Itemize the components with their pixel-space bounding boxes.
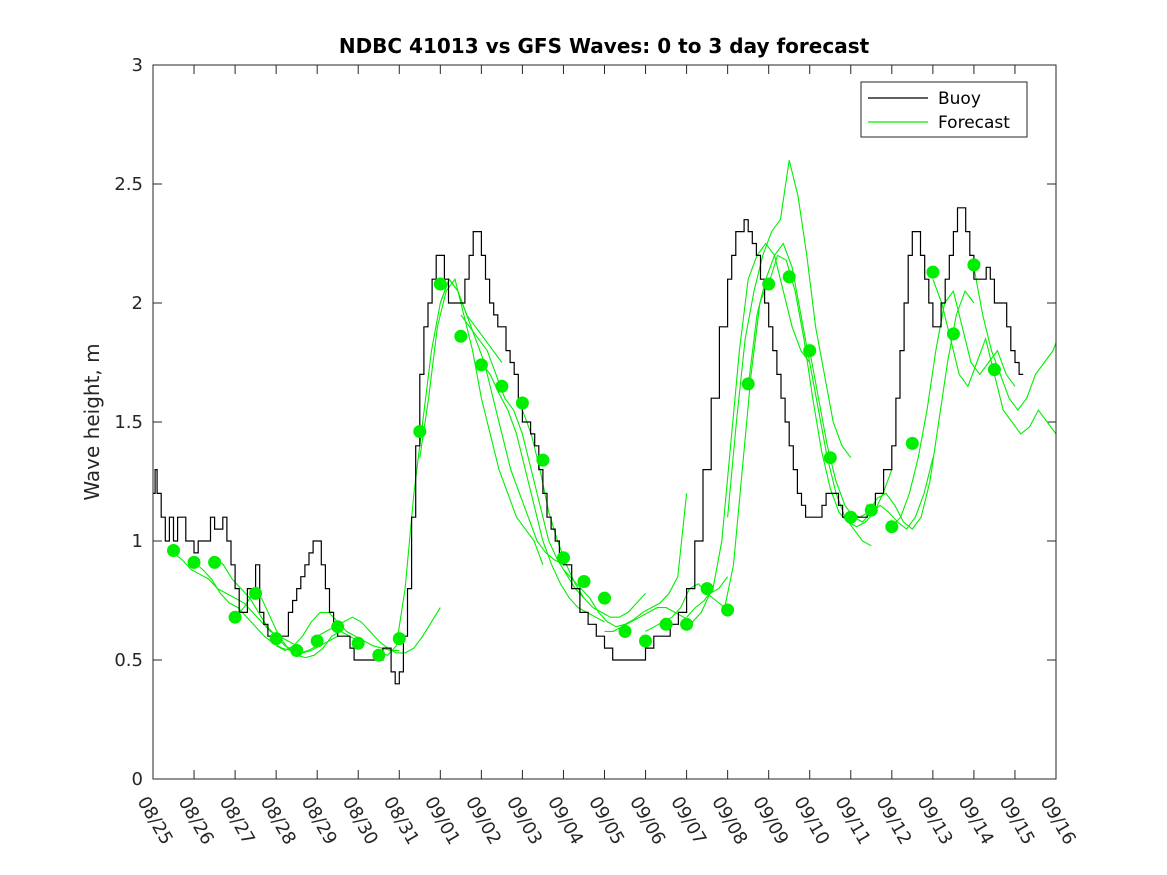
forecast-marker	[864, 503, 878, 517]
forecast-marker	[987, 363, 1001, 377]
y-tick-label: 3	[132, 55, 143, 76]
forecast-marker	[577, 575, 591, 588]
forecast-marker	[598, 591, 611, 605]
y-tick-label: 2.5	[114, 174, 143, 195]
forecast-marker	[844, 510, 858, 524]
y-tick-label: 0.5	[114, 650, 143, 671]
forecast-run-line	[419, 277, 544, 565]
forecast-marker	[290, 644, 304, 657]
forecast-marker	[249, 586, 263, 600]
forecast-marker	[557, 551, 570, 565]
forecast-marker	[208, 555, 222, 569]
forecast-marker	[618, 624, 632, 638]
forecast-marker	[454, 329, 468, 343]
forecast-marker	[741, 377, 755, 391]
forecast-run-line	[727, 160, 852, 518]
forecast-marker	[823, 451, 837, 465]
forecast-marker	[639, 634, 652, 648]
plot-area	[153, 65, 1056, 779]
forecast-marker	[905, 436, 919, 450]
forecast-run-line	[563, 493, 688, 628]
forecast-run-line	[686, 242, 811, 618]
y-tick-label: 1	[132, 531, 143, 552]
forecast-markers	[167, 258, 1001, 662]
forecast-marker	[269, 632, 283, 646]
forecast-run-line	[439, 278, 564, 566]
forecast-marker	[885, 520, 899, 534]
plot-frame	[152, 64, 1057, 780]
forecast-marker	[228, 610, 242, 624]
forecast-marker	[187, 555, 201, 569]
forecast-marker	[392, 632, 406, 646]
legend-box	[860, 81, 1028, 138]
legend-forecast-label: Forecast	[938, 113, 1010, 133]
forecast-marker	[515, 396, 529, 410]
chart-title: NDBC 41013 vs GFS Waves: 0 to 3 day fore…	[339, 34, 870, 58]
forecast-marker	[946, 327, 960, 341]
buoy-series-line	[153, 207, 1024, 685]
y-axis-label: Wave height, m	[80, 343, 104, 500]
forecast-marker	[680, 617, 694, 631]
forecast-run-line	[460, 314, 585, 599]
forecast-marker	[721, 603, 735, 617]
forecast-marker	[433, 277, 447, 291]
forecast-marker	[310, 634, 324, 648]
forecast-marker	[762, 277, 776, 291]
y-tick-label: 0	[132, 769, 143, 790]
forecast-run-line	[480, 362, 605, 623]
forecast-marker	[967, 258, 981, 272]
forecast-marker	[700, 582, 714, 596]
forecast-marker	[803, 344, 817, 358]
forecast-marker	[536, 453, 550, 467]
forecast-marker	[782, 270, 796, 284]
legend: Buoy Forecast	[860, 81, 1028, 138]
forecast-marker	[351, 636, 365, 650]
legend-buoy-label: Buoy	[938, 89, 981, 109]
forecast-marker	[495, 379, 509, 393]
forecast-marker	[659, 617, 673, 631]
forecast-run-line	[973, 267, 1056, 412]
forecast-marker	[372, 648, 386, 662]
forecast-marker	[474, 358, 488, 372]
forecast-marker	[926, 265, 940, 279]
forecast-run-line	[747, 242, 872, 547]
forecast-run-line	[891, 289, 1016, 528]
forecast-marker	[413, 425, 427, 438]
forecast-marker	[331, 620, 345, 634]
forecast-marker	[167, 544, 180, 557]
y-tick-label: 2	[132, 293, 143, 314]
y-tick-label: 1.5	[114, 412, 143, 433]
